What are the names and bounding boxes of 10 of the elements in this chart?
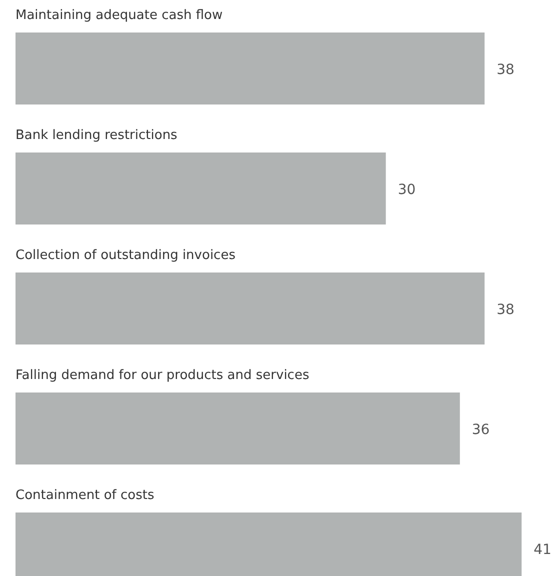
data-label: 38 <box>496 62 514 78</box>
data-label: 36 <box>472 422 490 438</box>
data-label: 41 <box>534 542 552 558</box>
y-tick-label: Collection of outstanding invoices <box>16 248 236 264</box>
data-label: 38 <box>496 302 514 318</box>
y-tick-label: Falling demand for our products and services <box>16 368 310 384</box>
y-tick-label: Bank lending restrictions <box>16 128 178 144</box>
y-tick-label: Maintaining adequate cash flow <box>16 8 223 24</box>
data-label: 30 <box>398 182 416 198</box>
y-tick-label: Containment of costs <box>16 488 154 504</box>
